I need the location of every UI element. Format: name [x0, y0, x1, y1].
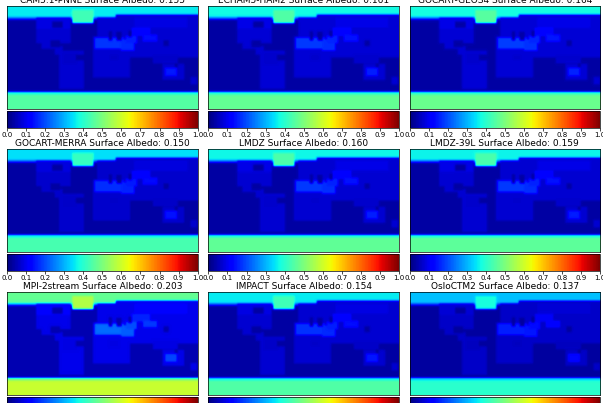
Title: IMPACT Surface Albedo: 0.154: IMPACT Surface Albedo: 0.154: [236, 283, 371, 291]
Title: CAM5.1-PNNL Surface Albedo: 0.155: CAM5.1-PNNL Surface Albedo: 0.155: [20, 0, 185, 5]
Title: LMDZ-39L Surface Albedo: 0.159: LMDZ-39L Surface Albedo: 0.159: [431, 139, 579, 148]
Title: MPI-2stream Surface Albedo: 0.203: MPI-2stream Surface Albedo: 0.203: [23, 283, 182, 291]
Title: GOCART-GEOS4 Surface Albedo: 0.164: GOCART-GEOS4 Surface Albedo: 0.164: [418, 0, 592, 5]
Title: GOCART-MERRA Surface Albedo: 0.150: GOCART-MERRA Surface Albedo: 0.150: [15, 139, 190, 148]
Title: ECHAM5-HAM2 Surface Albedo: 0.161: ECHAM5-HAM2 Surface Albedo: 0.161: [218, 0, 389, 5]
Title: OsloCTM2 Surface Albedo: 0.137: OsloCTM2 Surface Albedo: 0.137: [431, 283, 579, 291]
Title: LMDZ Surface Albedo: 0.160: LMDZ Surface Albedo: 0.160: [239, 139, 368, 148]
